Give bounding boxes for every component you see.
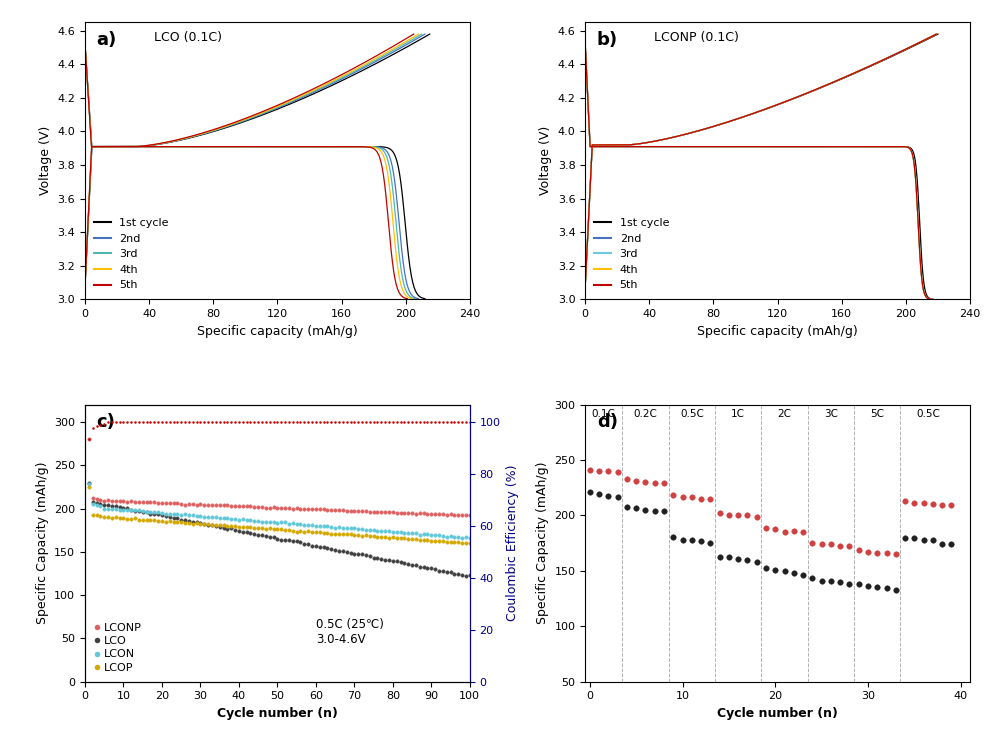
Y-axis label: Specific Capacity (mAh/g): Specific Capacity (mAh/g) xyxy=(36,462,49,624)
Text: d): d) xyxy=(597,413,618,431)
Text: 0.5C: 0.5C xyxy=(680,409,704,419)
X-axis label: Cycle number (n): Cycle number (n) xyxy=(217,707,338,720)
Y-axis label: Voltage (V): Voltage (V) xyxy=(39,126,52,195)
Text: 3C: 3C xyxy=(824,409,838,419)
Text: b): b) xyxy=(597,31,618,48)
Text: LCO (0.1C): LCO (0.1C) xyxy=(154,31,222,44)
Text: 2C: 2C xyxy=(778,409,792,419)
Text: 0.5C (25℃)
3.0-4.6V: 0.5C (25℃) 3.0-4.6V xyxy=(316,618,384,646)
X-axis label: Cycle number (n): Cycle number (n) xyxy=(717,707,838,720)
Text: 0.5C: 0.5C xyxy=(916,409,940,419)
Text: c): c) xyxy=(97,413,115,431)
Text: 0.2C: 0.2C xyxy=(634,409,657,419)
Legend: 1st cycle, 2nd, 3rd, 4th, 5th: 1st cycle, 2nd, 3rd, 4th, 5th xyxy=(591,215,672,294)
X-axis label: Specific capacity (mAh/g): Specific capacity (mAh/g) xyxy=(197,325,358,337)
Text: LCONP (0.1C): LCONP (0.1C) xyxy=(654,31,739,44)
Y-axis label: Specific Capacity (mAh/g): Specific Capacity (mAh/g) xyxy=(536,462,549,624)
Text: 1C: 1C xyxy=(731,409,745,419)
Text: a): a) xyxy=(97,31,117,48)
Legend: LCONP, LCO, LCON, LCOP: LCONP, LCO, LCON, LCOP xyxy=(91,619,145,676)
Y-axis label: Coulombic Efficiency (%): Coulombic Efficiency (%) xyxy=(506,465,519,621)
Text: 0.1C: 0.1C xyxy=(592,409,616,419)
Text: 5C: 5C xyxy=(870,409,884,419)
Y-axis label: Voltage (V): Voltage (V) xyxy=(539,126,552,195)
Legend: 1st cycle, 2nd, 3rd, 4th, 5th: 1st cycle, 2nd, 3rd, 4th, 5th xyxy=(91,215,172,294)
X-axis label: Specific capacity (mAh/g): Specific capacity (mAh/g) xyxy=(697,325,858,337)
